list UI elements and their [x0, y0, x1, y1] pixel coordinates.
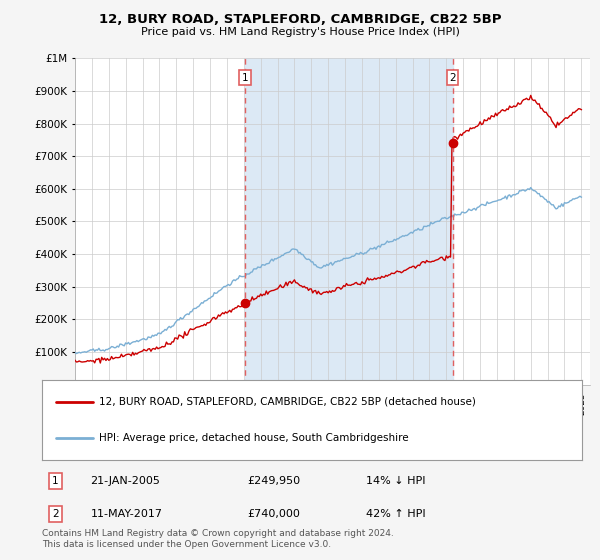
Text: 21-JAN-2005: 21-JAN-2005 — [91, 476, 160, 486]
Text: 11-MAY-2017: 11-MAY-2017 — [91, 508, 163, 519]
Text: 12, BURY ROAD, STAPLEFORD, CAMBRIDGE, CB22 5BP: 12, BURY ROAD, STAPLEFORD, CAMBRIDGE, CB… — [99, 13, 501, 26]
Text: 14% ↓ HPI: 14% ↓ HPI — [366, 476, 425, 486]
Text: 2: 2 — [449, 73, 456, 83]
Text: 1: 1 — [52, 476, 59, 486]
Text: Price paid vs. HM Land Registry's House Price Index (HPI): Price paid vs. HM Land Registry's House … — [140, 27, 460, 37]
Text: £740,000: £740,000 — [247, 508, 300, 519]
Text: HPI: Average price, detached house, South Cambridgeshire: HPI: Average price, detached house, Sout… — [98, 433, 409, 444]
Text: 2: 2 — [52, 508, 59, 519]
Text: 1: 1 — [241, 73, 248, 83]
Text: £249,950: £249,950 — [247, 476, 301, 486]
Text: 12, BURY ROAD, STAPLEFORD, CAMBRIDGE, CB22 5BP (detached house): 12, BURY ROAD, STAPLEFORD, CAMBRIDGE, CB… — [98, 396, 476, 407]
Text: 42% ↑ HPI: 42% ↑ HPI — [366, 508, 425, 519]
Text: Contains HM Land Registry data © Crown copyright and database right 2024.
This d: Contains HM Land Registry data © Crown c… — [42, 529, 394, 549]
